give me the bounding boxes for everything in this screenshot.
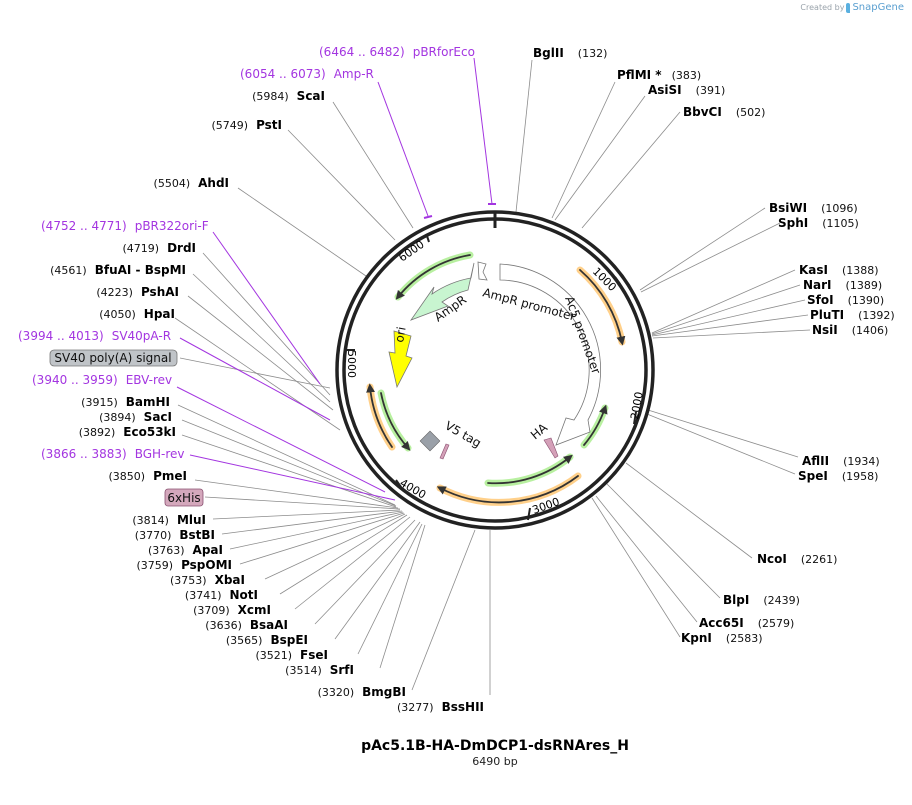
enzyme-bstbi[interactable]: (3770) BstBI [135,528,215,542]
enzyme-aflii[interactable]: AflII (1934) [802,454,880,468]
enzyme-connectors-left [174,101,491,695]
plasmid-name: pAc5.1B-HA-DmDCP1-dsRNAres_H [361,738,629,754]
enzyme-acc65i[interactable]: Acc65I (2579) [699,616,794,630]
orf-arrows [366,251,626,506]
enzyme-drdi[interactable]: (4719) DrdI [122,241,196,255]
snapgene-logo-icon [846,2,851,13]
enzyme-psti[interactable]: (5749) PstI [211,118,282,132]
enzyme-bamhi[interactable]: (3915) BamHI [81,395,170,409]
ha-feature[interactable] [543,437,559,459]
enzyme-pspomi[interactable]: (3759) PspOMI [136,558,232,572]
primer-pbrforeco[interactable]: (6464 .. 6482) pBRforEco [319,45,475,59]
enzyme-nsii[interactable]: NsiI (1406) [812,323,888,337]
enzyme-hpai[interactable]: (4050) HpaI [99,307,175,321]
enzyme-pshai[interactable]: (4223) PshAI [96,285,179,299]
enzyme-scai[interactable]: (5984) ScaI [252,89,325,103]
enzymes-right: BglII (132) PflMI * (383) AsiSI (391) BbvCI… [533,46,895,645]
enzyme-blpi[interactable]: BlpI (2439) [723,593,800,607]
enzyme-bglii[interactable]: BglII (132) [533,46,607,60]
enzyme-bspei[interactable]: (3565) BspEI [226,633,308,647]
enzyme-bfuai-bspmi[interactable]: (4561) BfuAI - BspMI [50,263,186,277]
enzyme-noti[interactable]: (3741) NotI [185,588,258,602]
ampr-feature[interactable] [409,262,475,321]
ori-feature[interactable] [388,330,413,389]
enzyme-srfi[interactable]: (3514) SrfI [285,663,354,677]
enzyme-nari[interactable]: NarI (1389) [803,278,882,292]
ampr-promoter-small-feature[interactable] [477,261,488,281]
enzyme-eco53ki[interactable]: (3892) Eco53kI [79,425,176,439]
v5-tag-feature[interactable] [439,443,450,460]
gray-feature[interactable] [419,430,441,452]
enzyme-ahdi[interactable]: (5504) AhdI [154,176,229,190]
tick-label-2000: 2000 [628,391,646,421]
enzyme-bbvci[interactable]: BbvCI (502) [683,105,765,119]
enzyme-kpni[interactable]: KpnI (2583) [681,631,762,645]
enzymes-left: (5984) ScaI (5749) PstI (5504) AhdI (4719) D… [50,89,484,714]
enzyme-bsaai[interactable]: (3636) BsaAI [205,618,288,632]
enzyme-connectors-right [515,59,811,638]
ori-label: ori [392,326,408,344]
tick-label-5000: 5000 [345,350,358,378]
enzyme-bmgbi[interactable]: (3320) BmgBI [318,685,406,699]
enzyme-pluti[interactable]: PluTI (1392) [810,308,895,322]
primer-sv40pa-r[interactable]: (3994 .. 4013) SV40pA-R [18,329,171,343]
enzyme-pmei[interactable]: (3850) PmeI [109,469,187,483]
enzyme-asisi[interactable]: AsiSI (391) [648,83,725,97]
primer-pbr322ori-f[interactable]: (4752 .. 4771) pBR322ori-F [41,219,209,233]
sv40-polya-box[interactable]: SV40 poly(A) signal [49,349,178,367]
enzyme-ncoi[interactable]: NcoI (2261) [757,552,837,566]
enzyme-bsiwi[interactable]: BsiWI (1096) [769,201,858,215]
enzyme-spei[interactable]: SpeI (1958) [798,469,878,483]
backbone-outer-ring [335,210,655,530]
primer-bgh-rev[interactable]: (3866 .. 3883) BGH-rev [41,447,185,461]
primer-ebv-rev[interactable]: (3940 .. 3959) EBV-rev [32,373,172,387]
credit-prefix: Created by [800,3,845,12]
credit-brand: SnapGene [852,2,904,13]
primer-labels: (6464 .. 6482) pBRforEco (6054 .. 6073) Am… [18,45,475,461]
enzyme-mlui[interactable]: (3814) MluI [132,513,206,527]
enzyme-apai[interactable]: (3763) ApaI [148,543,223,557]
ruler-ticks [344,235,637,521]
enzyme-bsshii[interactable]: (3277) BssHII [397,700,484,714]
enzyme-fsei[interactable]: (3521) FseI [255,648,328,662]
plasmid-length: 6490 bp [472,755,518,768]
ac5-promoter-label: Ac5 promoter [562,294,603,376]
sv40-polya-label: SV40 poly(A) signal [54,351,171,365]
primer-amp-r[interactable]: (6054 .. 6073) Amp-R [240,67,374,81]
enzyme-saci[interactable]: (3894) SacI [99,410,172,424]
6xhis-box[interactable]: 6xHis [164,488,204,507]
primer-connectors [176,57,496,501]
enzyme-kasi[interactable]: KasI (1388) [799,263,879,277]
snapgene-credit: Created by SnapGene [800,2,904,13]
ac5-promoter-feature[interactable] [499,263,602,446]
enzyme-xcmi[interactable]: (3709) XcmI [193,603,271,617]
enzyme-sphi[interactable]: SphI (1105) [778,216,859,230]
enzyme-pflmi[interactable]: PflMI * (383) [617,68,701,82]
enzyme-xbai[interactable]: (3753) XbaI [170,573,245,587]
6xhis-label: 6xHis [167,491,200,505]
enzyme-sfoi[interactable]: SfoI (1390) [807,293,884,307]
